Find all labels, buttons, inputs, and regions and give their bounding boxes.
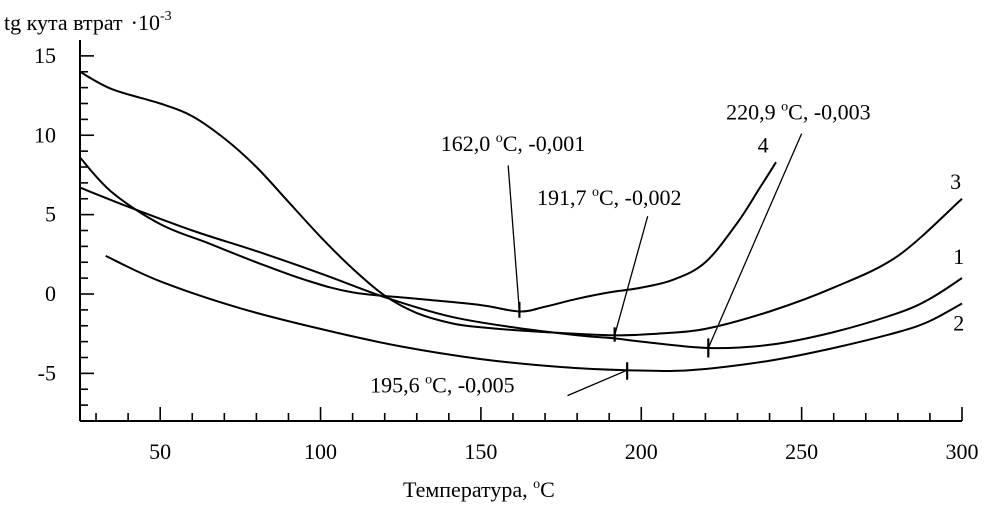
- annotation-label-degree: o: [425, 372, 432, 387]
- annotation-label-degree: o: [781, 99, 788, 114]
- series-line-3: [79, 70, 963, 337]
- annotation-label-value: 191,7: [537, 185, 592, 210]
- annotation-label-tail: C, -0,005: [432, 372, 515, 397]
- x-tick-label: 300: [946, 439, 979, 464]
- x-tick-label: 50: [149, 439, 171, 464]
- annotation-label-value: 220,9: [726, 99, 781, 124]
- annotation-leader-line: [507, 165, 521, 312]
- y-tick-label: -5: [38, 360, 56, 385]
- x-tick-label: 200: [625, 439, 658, 464]
- x-tick-label: 150: [464, 439, 497, 464]
- series-line-4: [79, 156, 777, 313]
- x-tick-label: 250: [785, 439, 818, 464]
- axes: 50 100 150 200 250 300 -5 0 5 10 15 tg кута втрат ·1…: [4, 9, 979, 502]
- y-tick-label: 10: [34, 122, 56, 147]
- x-axis-degree-sup: o: [533, 477, 540, 492]
- series-line-2: [105, 254, 963, 373]
- annotation-label-tail: C, -0,003: [788, 99, 871, 124]
- series-label: 3: [950, 169, 961, 194]
- x-tick-label: 100: [304, 439, 337, 464]
- series-label: 1: [953, 244, 964, 269]
- x-axis-title-text: Температура,: [403, 477, 533, 502]
- y-axis-multiplier: ·10: [131, 10, 160, 35]
- annotation-label: 191,7 oC, -0,002: [537, 185, 682, 210]
- series-label: 4: [758, 133, 769, 158]
- y-tick-label: 5: [45, 202, 56, 227]
- annotation-label-degree: o: [592, 185, 599, 200]
- y-axis-title: tg кута втрат ·10-3: [4, 9, 172, 35]
- series-line-1: [79, 186, 963, 350]
- annotation-label-value: 162,0: [441, 131, 496, 156]
- x-axis-unit: C: [540, 477, 555, 502]
- annotation-leader-line: [567, 369, 628, 397]
- annotation-label: 195,6 oC, -0,005: [370, 372, 515, 397]
- annotation-label-degree: o: [496, 131, 503, 146]
- series-label: 2: [953, 311, 964, 336]
- annotation-label: 220,9 oC, -0,003: [726, 99, 871, 124]
- annotation-label-tail: C, -0,002: [599, 185, 682, 210]
- y-axis-exponent: -3: [160, 9, 172, 24]
- y-axis-title-text: tg кута втрат: [4, 10, 123, 35]
- annotation-leader-line: [614, 216, 649, 336]
- annotation-label-value: 195,6: [370, 372, 425, 397]
- labels: 1 2 3 4: [758, 133, 965, 336]
- annotation-leader-line: [707, 133, 803, 349]
- y-tick-label: 15: [34, 43, 56, 68]
- y-tick-label: 0: [45, 281, 56, 306]
- x-axis-title: Температура, oC: [403, 477, 555, 502]
- annotation-label: 162,0 oC, -0,001: [441, 131, 586, 156]
- annotation-label-tail: C, -0,001: [503, 131, 586, 156]
